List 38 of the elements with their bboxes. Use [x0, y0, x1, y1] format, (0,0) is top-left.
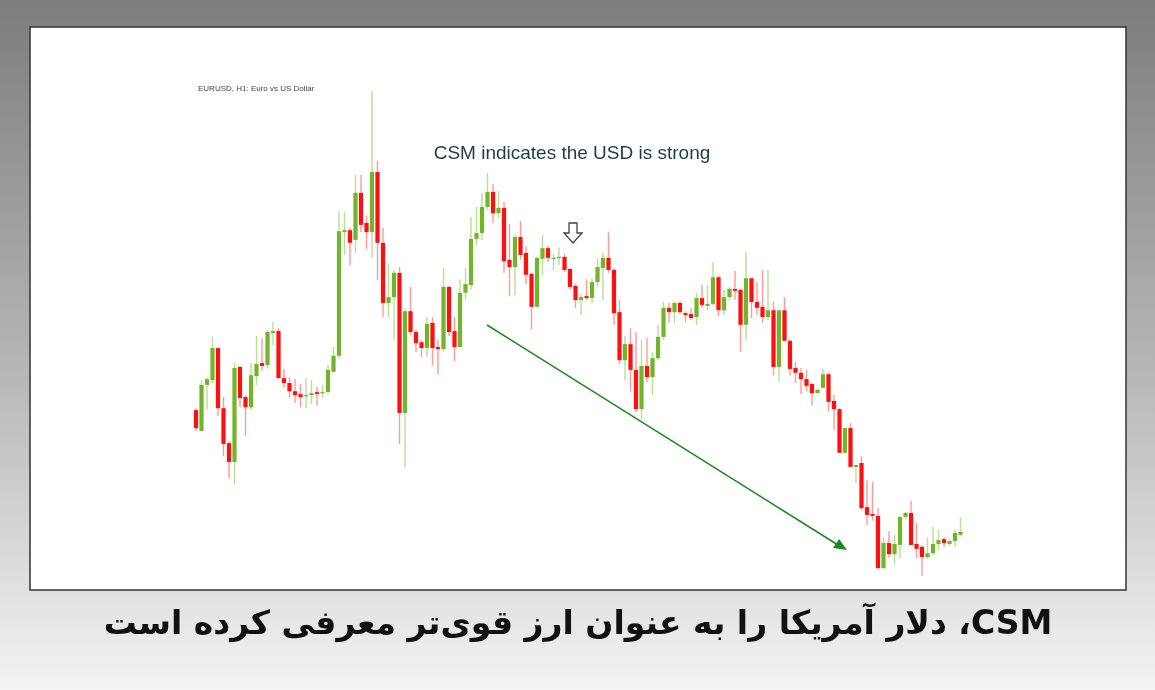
text: CSM، دلار آمریکا را به عنوان ارز قوی‌تر معرفی کرده است: [103, 602, 1053, 643]
candlestick: [193, 407, 199, 432]
candlestick: [485, 172, 490, 211]
chart-subtitle: EURUSD, H1: Euro vs US Dollar: [198, 84, 315, 93]
candlestick: [853, 464, 859, 484]
candlestick: [386, 262, 391, 318]
candlestick: [721, 289, 727, 316]
candlestick: [650, 351, 655, 396]
candlestick: [496, 190, 501, 219]
candlestick: [925, 536, 930, 560]
candlestick: [936, 529, 941, 551]
candlestick: [490, 183, 496, 224]
candlestick: [606, 231, 611, 274]
candlestick: [699, 284, 705, 309]
candlestick: [287, 376, 292, 398]
candlestick: [930, 526, 936, 556]
candlestick: [578, 293, 584, 316]
candlestick: [798, 367, 804, 395]
candlestick: [672, 301, 677, 324]
annotation: CSM indicates the USD is strong: [433, 142, 711, 163]
candlestick: [584, 278, 589, 301]
candlestick: [655, 324, 661, 361]
candlestick: [408, 286, 413, 336]
candlestick: [749, 277, 754, 319]
candlestick: [347, 227, 353, 266]
candlestick: [314, 386, 320, 407]
candlestick: [474, 206, 479, 246]
candlestick: [694, 292, 699, 326]
candlestick: [765, 269, 771, 321]
candlestick: [259, 338, 265, 372]
candlestick: [622, 335, 628, 381]
candlestick: [644, 337, 650, 383]
candlestick: [281, 368, 287, 389]
candlestick: [309, 379, 314, 405]
candlestick: [705, 284, 710, 311]
candlestick: [886, 530, 892, 559]
candlestick: [820, 368, 826, 389]
candlestick: [589, 277, 595, 304]
